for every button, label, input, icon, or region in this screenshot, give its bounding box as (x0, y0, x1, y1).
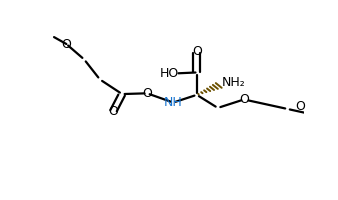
Text: O: O (108, 105, 118, 118)
Text: NH: NH (164, 96, 183, 109)
Text: O: O (142, 87, 152, 100)
Text: NH₂: NH₂ (222, 76, 245, 89)
Text: O: O (239, 93, 249, 106)
Text: O: O (62, 38, 71, 51)
Text: O: O (295, 100, 305, 113)
Text: HO: HO (160, 67, 179, 80)
Text: O: O (192, 45, 202, 58)
